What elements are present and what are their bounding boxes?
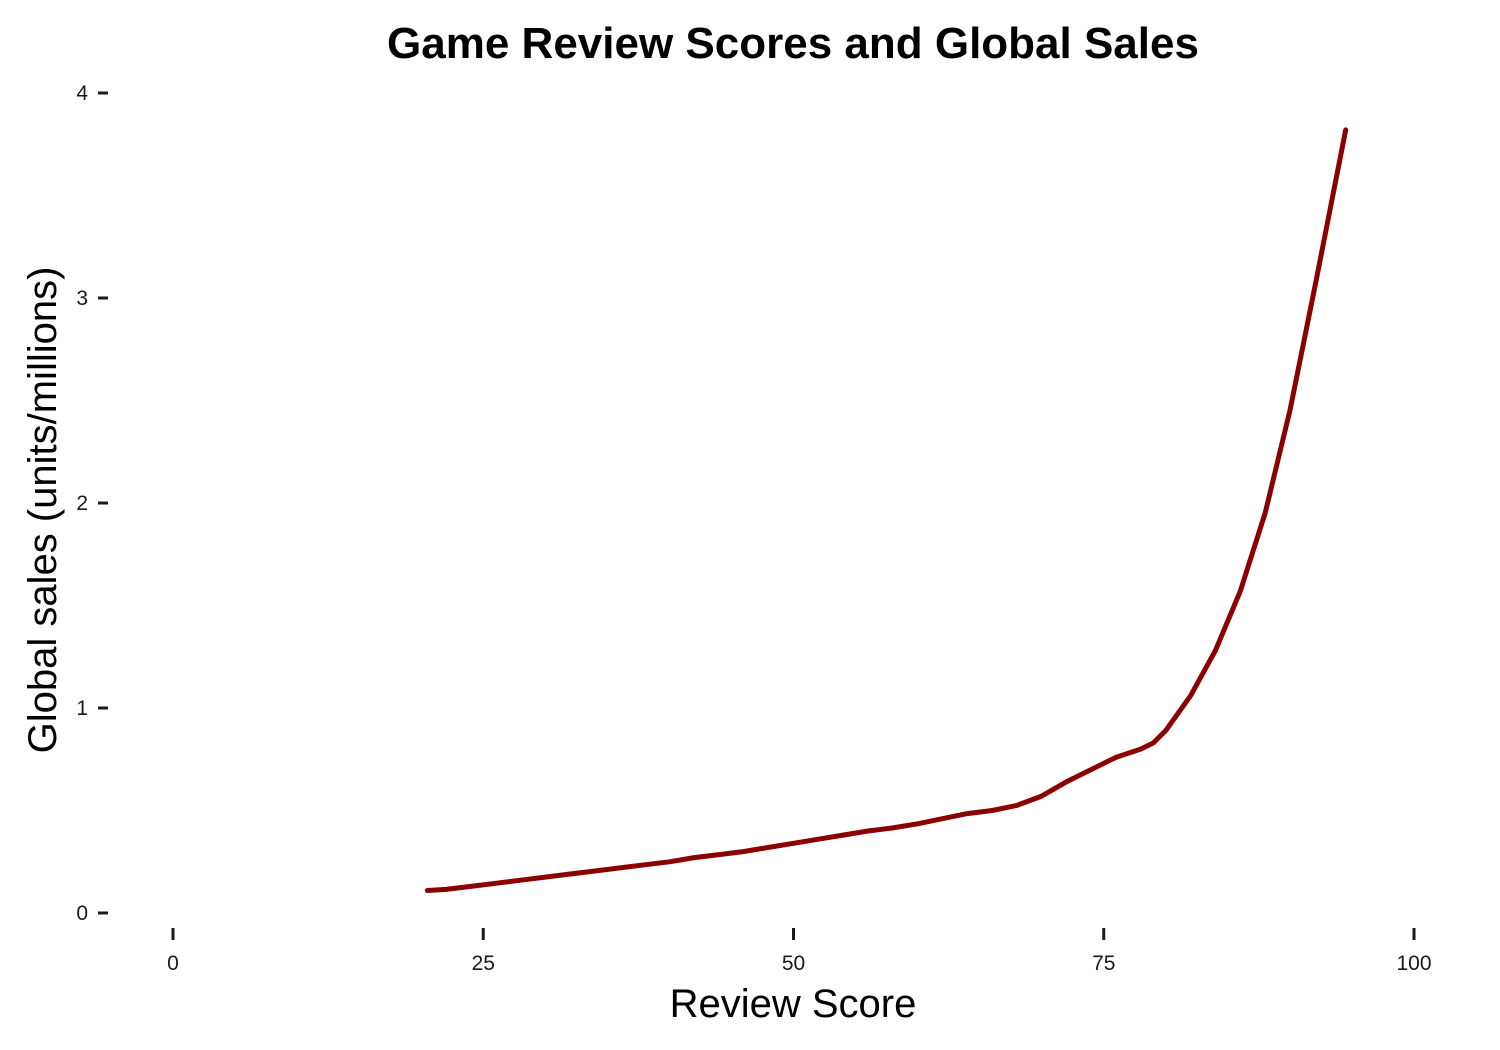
x-tick-label: 50 [782,952,805,975]
plot-lines [424,127,1349,893]
x-tick-label: 100 [1396,952,1431,975]
y-tick-label: 2 [76,492,88,515]
y-tick-label: 1 [76,697,88,720]
y-tick-label: 0 [76,902,88,925]
x-tick-label: 25 [472,952,495,975]
x-axis-title: Review Score [670,982,917,1026]
x-axis: 0 25 50 75 100 [167,928,1432,975]
y-tick-label: 3 [76,287,88,310]
y-tick-label: 4 [76,82,88,105]
x-tick-label: 0 [167,952,179,975]
y-axis-title: Global sales (units/millions) [21,267,65,754]
y-axis: 0 1 2 3 4 [76,82,108,925]
sales-trend-line [424,127,1349,893]
x-tick-label: 75 [1092,952,1115,975]
chart-title: Game Review Scores and Global Sales [387,19,1199,68]
